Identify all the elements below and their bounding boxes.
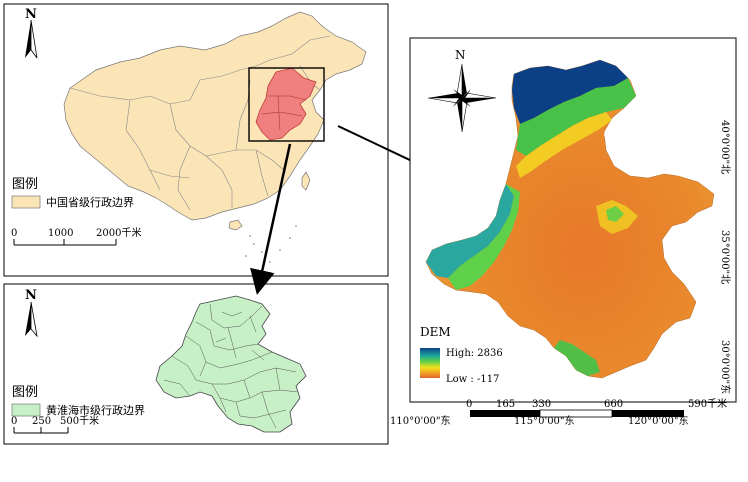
dem-foothills-yellow — [516, 112, 612, 178]
city-north-arrow-icon — [25, 301, 38, 338]
lat-label-30: 30°0'00"东 — [719, 340, 732, 394]
south-sea-islands — [245, 225, 297, 263]
city-legend-swatch — [11, 403, 41, 417]
city-scale-tick-1: 250 — [32, 416, 51, 427]
city-scale-tick-2: 500千米 — [60, 414, 99, 427]
lat-label-35: 35°0'00"北 — [719, 230, 731, 284]
dem-mountains-green — [516, 78, 636, 156]
dem-scale-tick-3: 660 — [604, 399, 623, 410]
dem-legend-high: High: 2836 — [446, 348, 503, 359]
dem-legend-title: DEM — [420, 325, 451, 339]
china-scale-bar — [13, 239, 117, 246]
dem-scale-bar — [470, 409, 684, 418]
china-scale-tick-1: 1000 — [48, 228, 73, 239]
city-scale-tick-0: 0 — [11, 416, 17, 427]
dem-legend-low: Low : -117 — [446, 374, 499, 385]
city-north-label: N — [25, 288, 37, 303]
north-arrow-icon — [25, 19, 38, 59]
dem-legend-gradient — [420, 348, 440, 378]
dem-panel: N 40°0'00"北 35°0'00"北 30°0'00"东 DEM High… — [390, 37, 737, 427]
dem-scale-tick-4: 590千米 — [688, 397, 727, 410]
dem-mountains-west-green — [448, 184, 520, 290]
china-scale-tick-0: 0 — [11, 228, 17, 239]
huanghuaihai-internal-borders — [261, 95, 307, 131]
china-legend-title: 图例 — [12, 177, 38, 192]
lon-label-115: 115°0'00"东 — [514, 414, 575, 427]
hainan-island — [228, 219, 243, 231]
city-scale-bar — [13, 427, 69, 434]
dem-mountains-west — [426, 184, 514, 278]
city-legend-label: 黄淮海市级行政边界 — [46, 403, 145, 417]
city-legend-title: 图例 — [12, 385, 38, 400]
dem-north-label: N — [455, 48, 466, 62]
lat-label-40: 40°0'00"北 — [719, 120, 731, 174]
region-selection-box — [248, 67, 325, 142]
dem-scale-tick-1: 165 — [496, 399, 515, 410]
compass-rose-icon — [427, 63, 497, 133]
dem-shandong-peaks — [606, 206, 624, 222]
bohai-sea — [604, 128, 660, 172]
huanghuaihai-highlight — [255, 67, 317, 141]
dem-mountains-north — [512, 60, 628, 124]
china-legend-label: 中国省级行政边界 — [46, 195, 134, 209]
city-boundaries — [163, 303, 299, 429]
city-panel: N 图例 黄淮海市级行政边界 — [3, 283, 389, 445]
taiwan-island — [301, 171, 311, 191]
city-region-shape — [155, 295, 307, 433]
dem-southwest-hills — [554, 340, 600, 376]
china-mainland — [63, 11, 367, 221]
lon-label-110: 110°0'00"东 — [390, 414, 451, 427]
china-scale-tick-2: 2000千米 — [96, 226, 141, 239]
lon-label-120: 120°0'00"东 — [628, 414, 689, 427]
china-panel: N — [3, 3, 389, 277]
dem-scale-tick-2: 330 — [532, 399, 551, 410]
china-north-label: N — [25, 7, 37, 22]
dem-scale-tick-0: 0 — [466, 399, 472, 410]
arrow-to-city — [250, 143, 292, 295]
china-legend-swatch — [11, 195, 41, 209]
